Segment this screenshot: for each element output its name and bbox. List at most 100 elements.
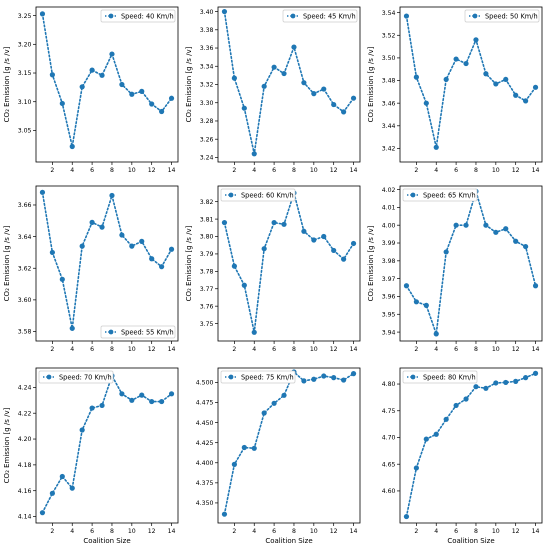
legend: Speed: 80 Km/h [402,370,478,384]
x-tick-label: 10 [128,346,136,353]
legend-label: Speed: 45 Km/h [303,12,356,20]
y-tick-label: 4.70 [382,435,396,442]
y-tick-label: 3.44 [382,123,396,130]
y-tick-label: 3.50 [382,55,396,62]
x-tick-label: 14 [168,528,176,535]
subplot-1: 2 4 6 8 10 12 14 3.05 3.10 3.15 3.20 3.25 CO₂ Emissi… [3,6,179,174]
data-point [59,100,65,107]
data-point [463,60,469,67]
data-point [241,444,247,451]
data-point [532,370,539,376]
data-point [350,240,357,247]
y-tick-label: 4.80 [382,381,396,388]
data-point [301,228,307,234]
data-point [513,92,519,98]
data-point [493,229,499,235]
y-tick-label: 3.28 [200,118,214,125]
y-tick-label: 4.22 [18,410,32,417]
data-point [513,378,519,384]
x-tick-label: 14 [350,167,358,174]
y-tick-label: 4.75 [382,408,396,415]
x-tick-label: 2 [50,167,54,174]
y-tick-label: 3.76 [200,303,214,310]
data-point [443,76,449,83]
data-point [423,100,429,106]
x-tick-label: 4 [434,167,438,174]
subplot-2: 2 4 6 8 10 12 14 3.24 3.26 3.28 3.30 3.32 3.34 3.36 3.… [185,6,361,174]
data-point [49,72,55,78]
y-tick-label: 4.350 [196,500,214,507]
x-tick-label: 12 [330,167,338,174]
y-tick-label: 4.500 [196,380,214,387]
plot-frame [399,6,543,163]
data-point [311,91,317,97]
data-point [503,379,509,386]
legend-box [282,9,358,23]
x-axis-label: Coalition Size [265,537,312,543]
data-point [453,56,459,62]
x-tick-label: 8 [474,167,478,174]
data-point [483,385,489,391]
x-tick-label: 4 [434,528,438,535]
y-tick-label: 3.80 [200,234,214,241]
legend-marker [472,13,478,19]
y-tick-label: 4.18 [18,462,32,469]
y-axis-label: CO₂ Emission [g /s /v] [3,46,11,122]
y-tick-label: 3.78 [200,269,214,276]
data-point [168,246,175,252]
data-point [119,232,125,238]
series-line [405,372,537,518]
legend-marker [410,192,416,198]
data-point [271,64,277,70]
data-point [341,377,347,383]
legend-marker [290,13,296,19]
x-tick-label: 12 [330,528,338,535]
x-tick-label: 6 [272,528,276,535]
y-tick-label: 4.425 [196,440,214,447]
data-point [271,219,277,226]
data-point [311,376,317,382]
y-tick-label: 3.64 [18,234,32,241]
y-tick-label: 4.24 [18,385,32,392]
series-line [223,190,355,333]
data-point [413,299,419,305]
data-point [221,219,228,226]
x-tick-label: 6 [454,346,458,353]
data-point [119,81,125,88]
y-tick-label: 3.42 [382,146,396,153]
series-line [405,15,537,148]
legend-box [100,325,176,339]
data-point [271,400,277,406]
x-axis-label: Coalition Size [83,537,130,543]
x-tick-label: 8 [110,528,114,535]
data-point [483,222,489,228]
data-point [493,380,499,386]
x-tick-label: 4 [70,528,74,535]
y-tick-label: 3.96 [382,294,396,301]
data-point [403,513,410,520]
x-tick-label: 8 [474,528,478,535]
data-point [341,109,347,115]
data-point [443,416,449,422]
y-tick-label: 3.62 [18,265,32,272]
legend-label: Speed: 50 Km/h [485,12,538,20]
data-point [251,329,257,335]
data-point [261,246,267,252]
legend-box [464,9,540,23]
data-point [433,331,439,337]
plot-frame [217,367,361,524]
legend: Speed: 40 Km/h [100,9,176,23]
x-tick-label: 10 [310,528,318,535]
legend: Speed: 55 Km/h [100,325,176,339]
legend-marker [228,374,234,380]
legend: Speed: 75 Km/h [220,370,296,384]
data-point [159,264,165,270]
data-point [109,192,115,199]
data-point [231,75,237,81]
legend-box [220,188,296,202]
subplot-6: 2 4 6 8 10 12 14 3.94 3.95 3.96 3.97 3.98 3.99 4.00 4.… [367,185,543,353]
y-tick-label: 3.40 [200,9,214,16]
y-tick-label: 3.66 [18,202,32,209]
data-point [39,510,46,516]
x-tick-label: 2 [232,528,236,535]
